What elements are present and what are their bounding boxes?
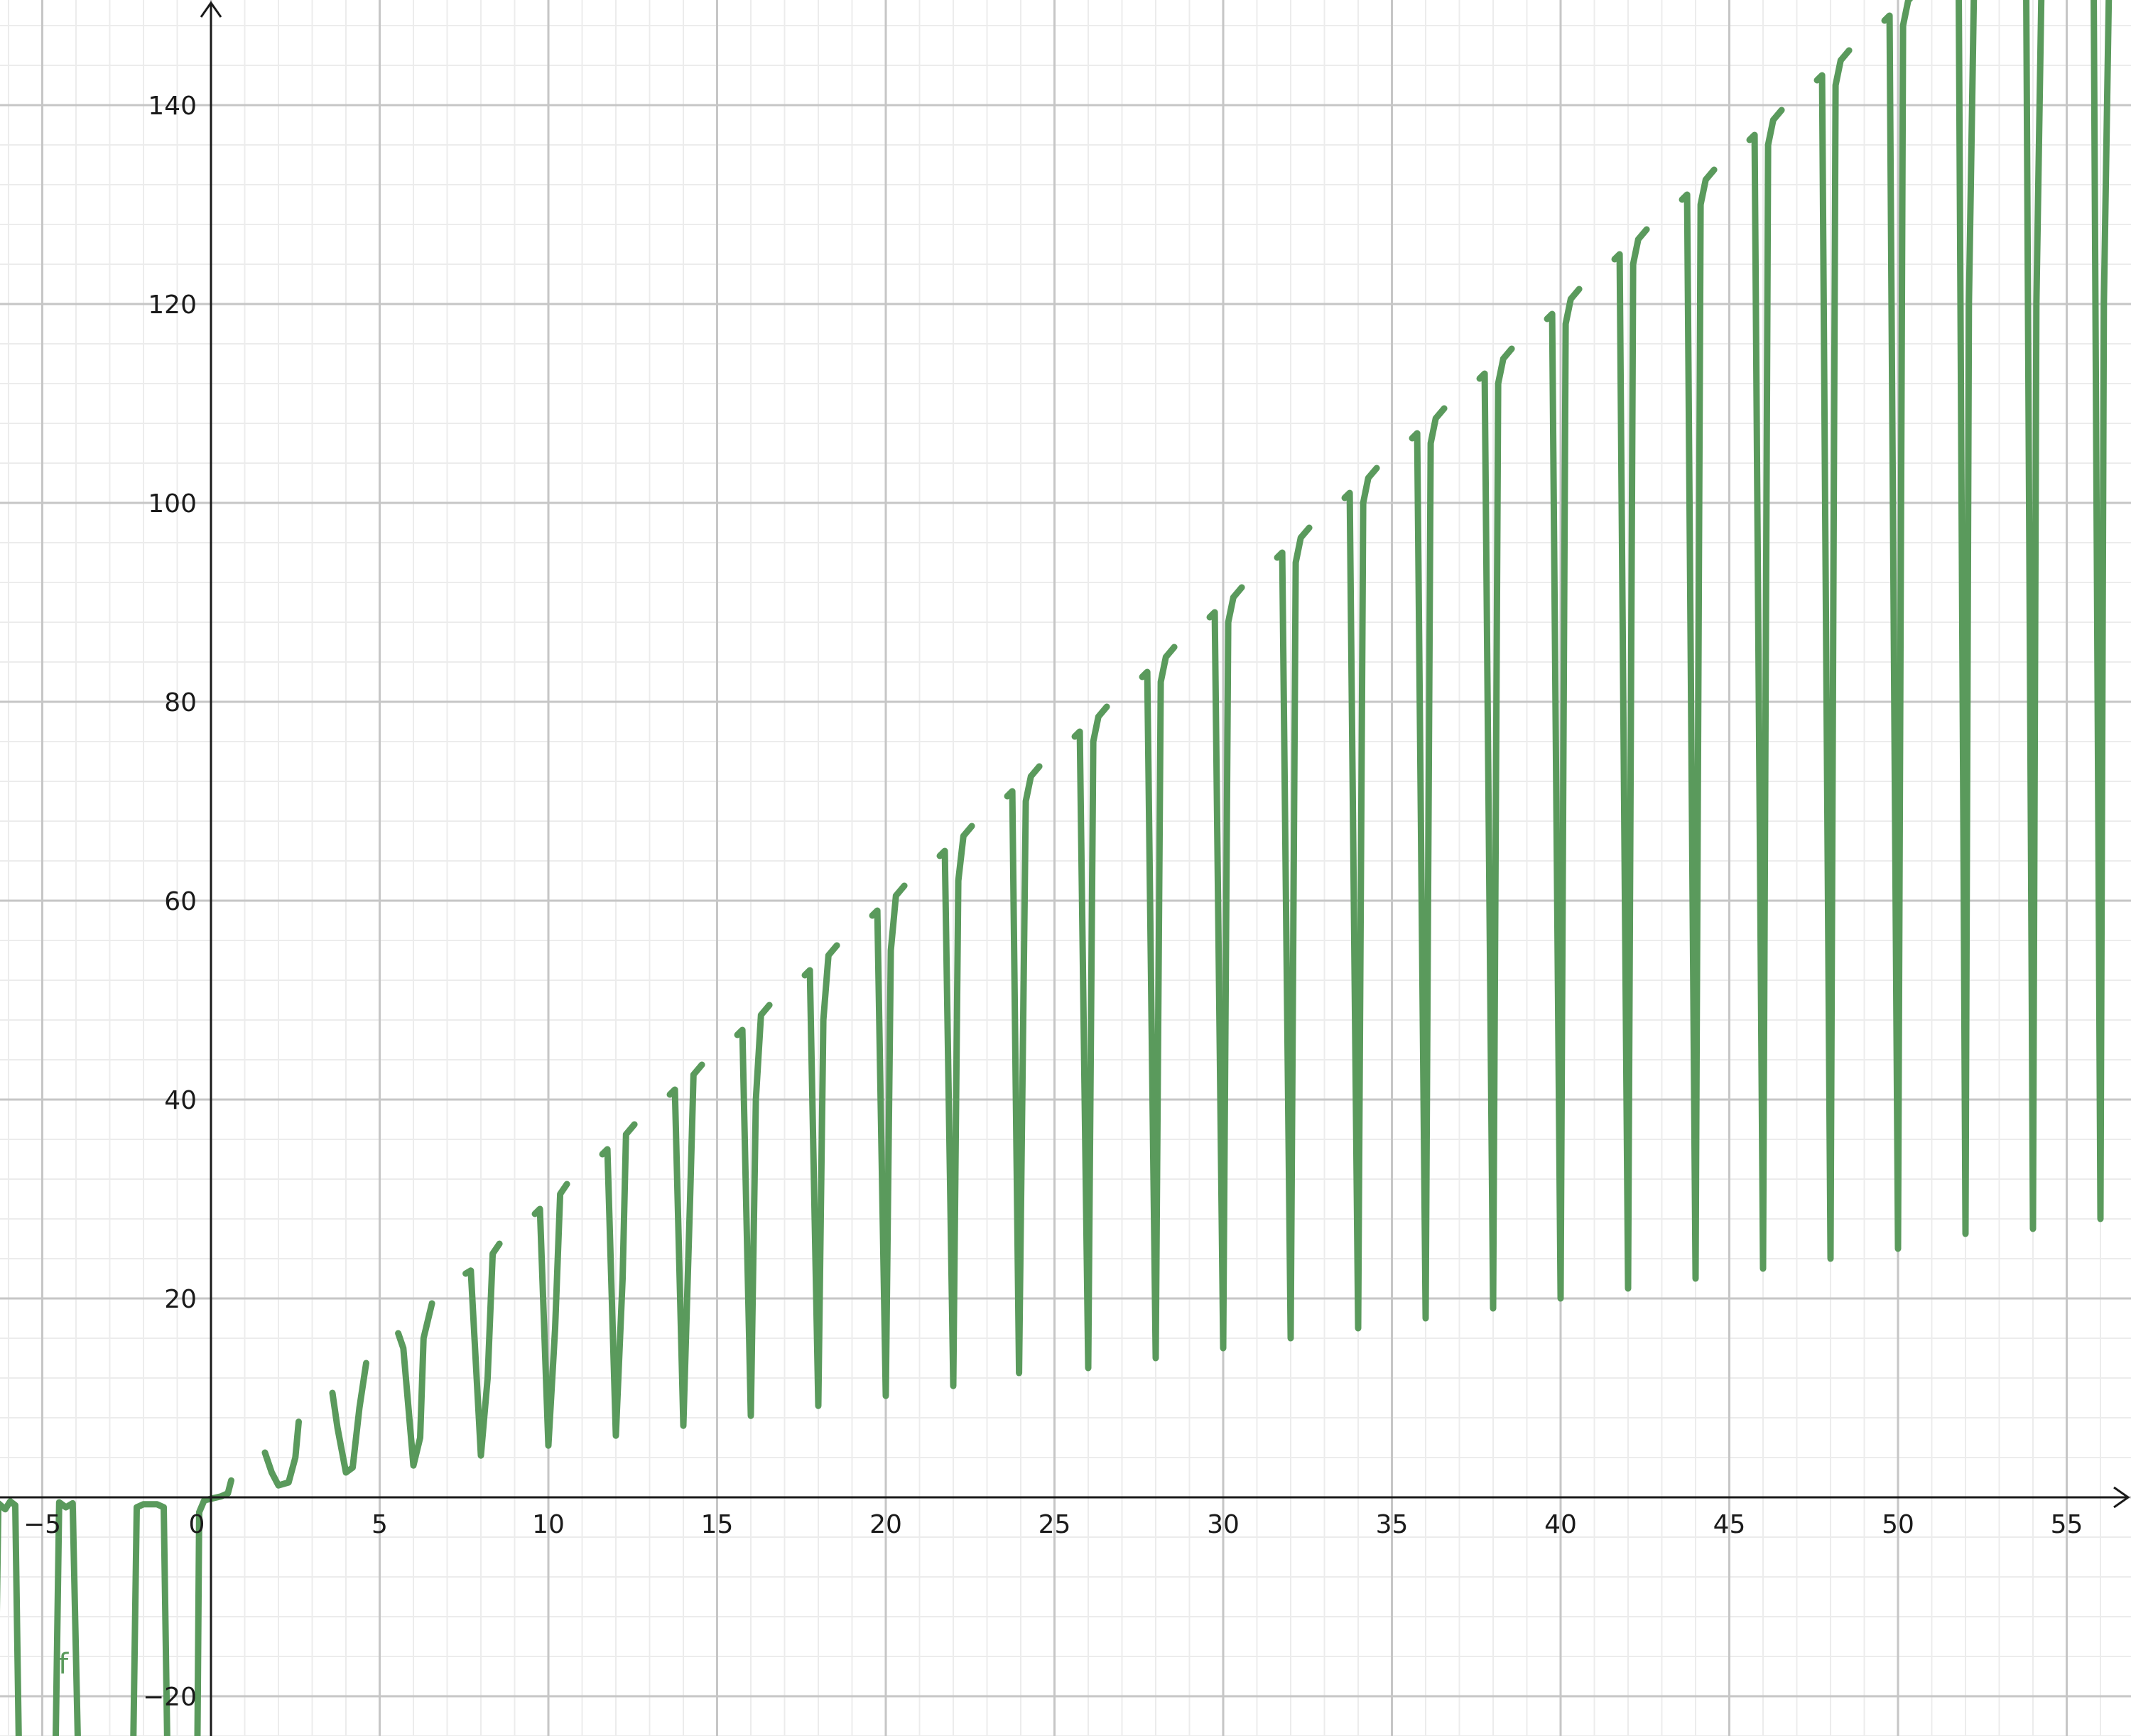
curve-segment-24 [1544,286,1583,1302]
curve-segment-13 [801,942,840,1409]
curve-segment-27 [1746,107,1785,1272]
x-tick-label: 35 [1376,1510,1409,1539]
curve-segment-9 [531,1181,570,1449]
curve-segment-17 [1071,703,1110,1372]
curve-segment-7 [395,1300,435,1469]
x-tick-label: −5 [23,1510,61,1539]
x-axis-arrowhead [2113,1486,2130,1509]
function-label[interactable]: f [58,1648,69,1681]
x-tick-label: 0 [189,1510,205,1539]
curve-segment-8 [462,1240,503,1459]
curve-segment-12 [734,1002,773,1419]
x-tick-label: 15 [701,1510,734,1539]
curve-segment-3 [130,1501,170,1736]
y-axis-arrowhead [200,1,222,18]
curve-segment-31 [2023,0,2045,1232]
x-tick-label: 50 [1882,1510,1914,1539]
x-tick-label: 25 [1039,1510,1071,1539]
y-tick-label: 120 [148,291,197,320]
y-tick-label: 60 [164,887,197,916]
curve-segment-21 [1341,465,1380,1332]
x-tick-label: 20 [869,1510,902,1539]
x-tick-label: 40 [1544,1510,1577,1539]
curve-segment-29 [1881,0,1914,1252]
curve-segment-19 [1206,584,1245,1352]
curve-segment-22 [1409,405,1448,1322]
curve-segment-1 [0,1498,22,1736]
x-tick-label: 5 [372,1510,388,1539]
curve-segment-14 [869,882,908,1399]
curve-segment-15 [936,823,975,1389]
x-tick-label: 30 [1207,1510,1240,1539]
curve-segment-26 [1679,166,1718,1282]
curve-segment-10 [599,1121,638,1439]
y-tick-label: 40 [164,1086,197,1115]
curve-segment-2 [53,1499,81,1736]
x-tick-label: 10 [532,1510,565,1539]
y-tick-label: 100 [148,489,197,519]
curve-segment-32 [2091,0,2113,1222]
curve-segment-25 [1611,226,1650,1292]
curve-segment-11 [666,1061,705,1429]
curve-segment-6 [329,1360,369,1476]
y-tick-label: −20 [143,1683,197,1712]
y-tick-label: 20 [164,1285,197,1314]
curve-segment-28 [1813,47,1853,1262]
y-tick-label: 140 [148,92,197,121]
x-tick-label: 55 [2051,1510,2083,1539]
curve-segment-23 [1476,345,1515,1312]
curve-segment-20 [1274,524,1313,1342]
y-tick-label: 80 [164,688,197,717]
x-tick-label: 45 [1713,1510,1746,1539]
curve-segment-18 [1139,644,1178,1362]
curve-segment-5 [261,1418,302,1489]
tick-labels: −5 0 5 10 15 20 25 30 35 40 45 50 55 −20 20 40 60 80 100 12… [23,92,2083,1712]
curve-segment-30 [1956,0,1978,1237]
curve-segment-16 [1004,763,1043,1377]
